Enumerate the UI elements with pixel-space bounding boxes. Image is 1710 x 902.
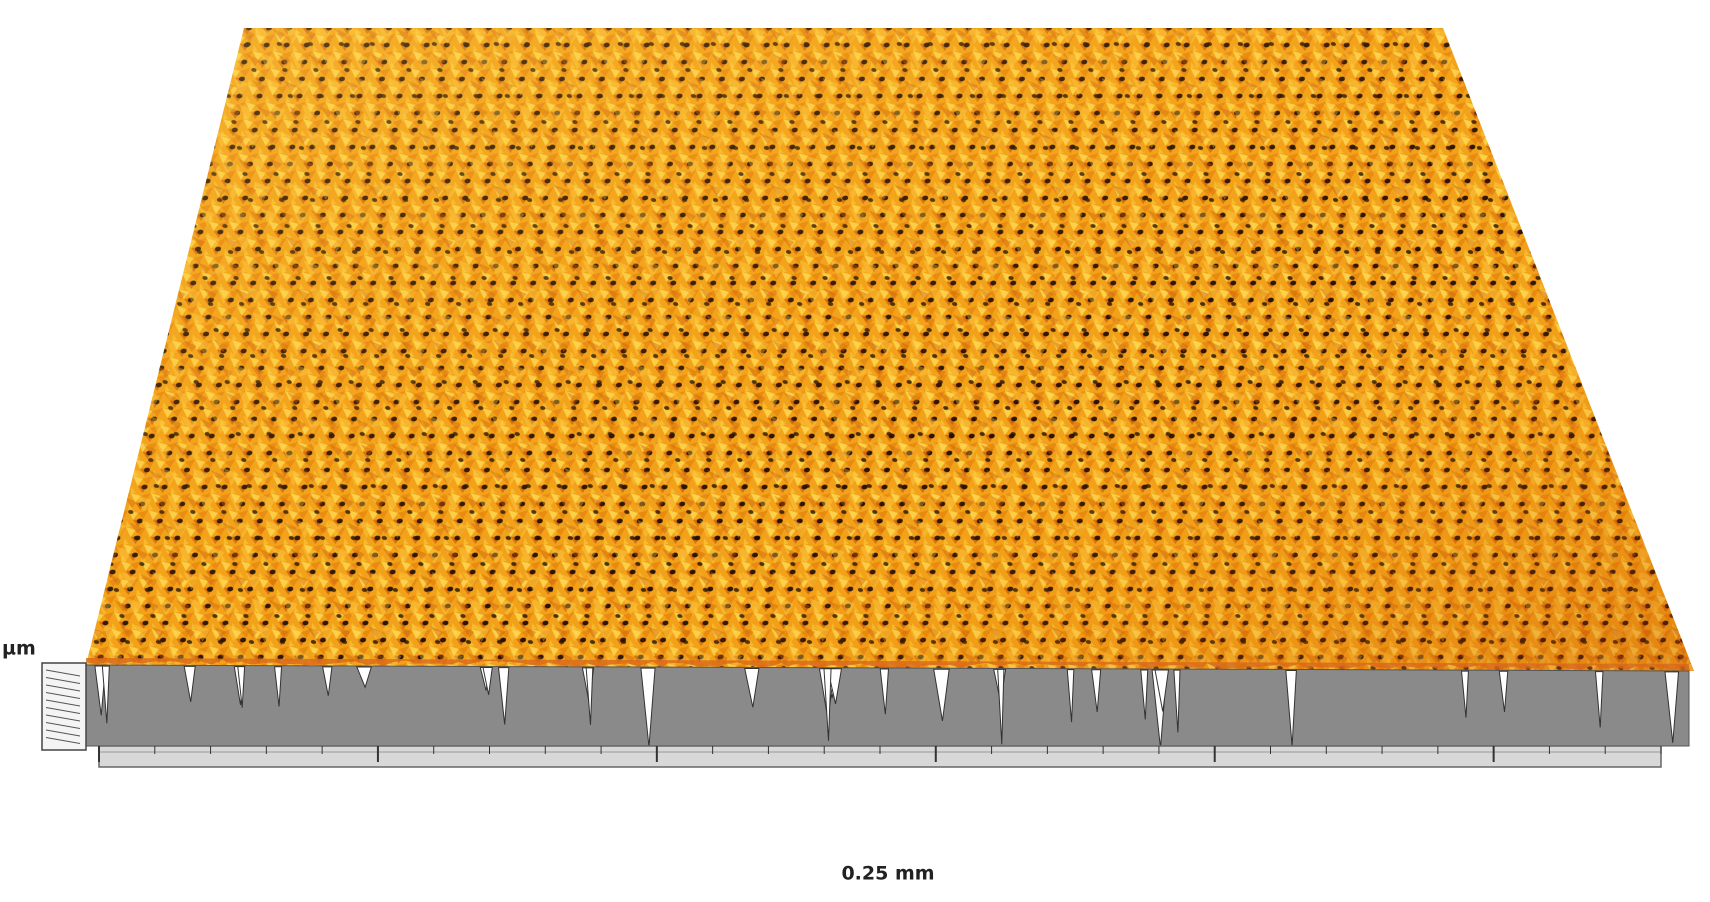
x-axis-label: 0.25 mm [841,863,934,885]
z-tick [45,684,81,692]
z-scale-ticks [45,669,81,744]
notch [322,666,333,696]
notch [823,668,832,741]
notch [183,665,196,702]
z-tick [45,714,81,722]
notch [273,666,283,707]
z-tick [45,729,81,737]
notch [101,665,110,724]
notch [356,666,373,689]
top-surface [86,28,1694,671]
front-edge [86,658,1689,671]
notch [933,668,950,721]
ruler-ticks [98,746,1662,762]
notch [1173,669,1181,733]
notch [497,667,510,725]
notch [1066,669,1075,723]
notch [1594,671,1604,728]
notch [1154,669,1170,712]
notch [1091,669,1102,713]
z-tick [45,692,81,699]
notch [585,667,594,725]
notch [237,666,246,708]
z-tick [45,669,81,677]
notch [879,668,890,715]
notch [1140,669,1149,720]
front-face [85,658,1690,748]
z-tick [45,722,81,729]
z-tick [45,677,81,684]
notch [1498,670,1509,713]
notch [744,667,760,708]
notch [1460,670,1469,718]
ruler [98,745,1662,768]
z-axis-label: µm [2,638,36,660]
z-scale [41,662,87,751]
notch [1664,671,1680,743]
notch [1285,670,1297,747]
z-tick [45,699,81,707]
notch [997,668,1005,745]
z-tick [45,707,81,714]
z-tick [45,737,81,744]
notch [640,667,656,747]
notch [482,667,493,695]
